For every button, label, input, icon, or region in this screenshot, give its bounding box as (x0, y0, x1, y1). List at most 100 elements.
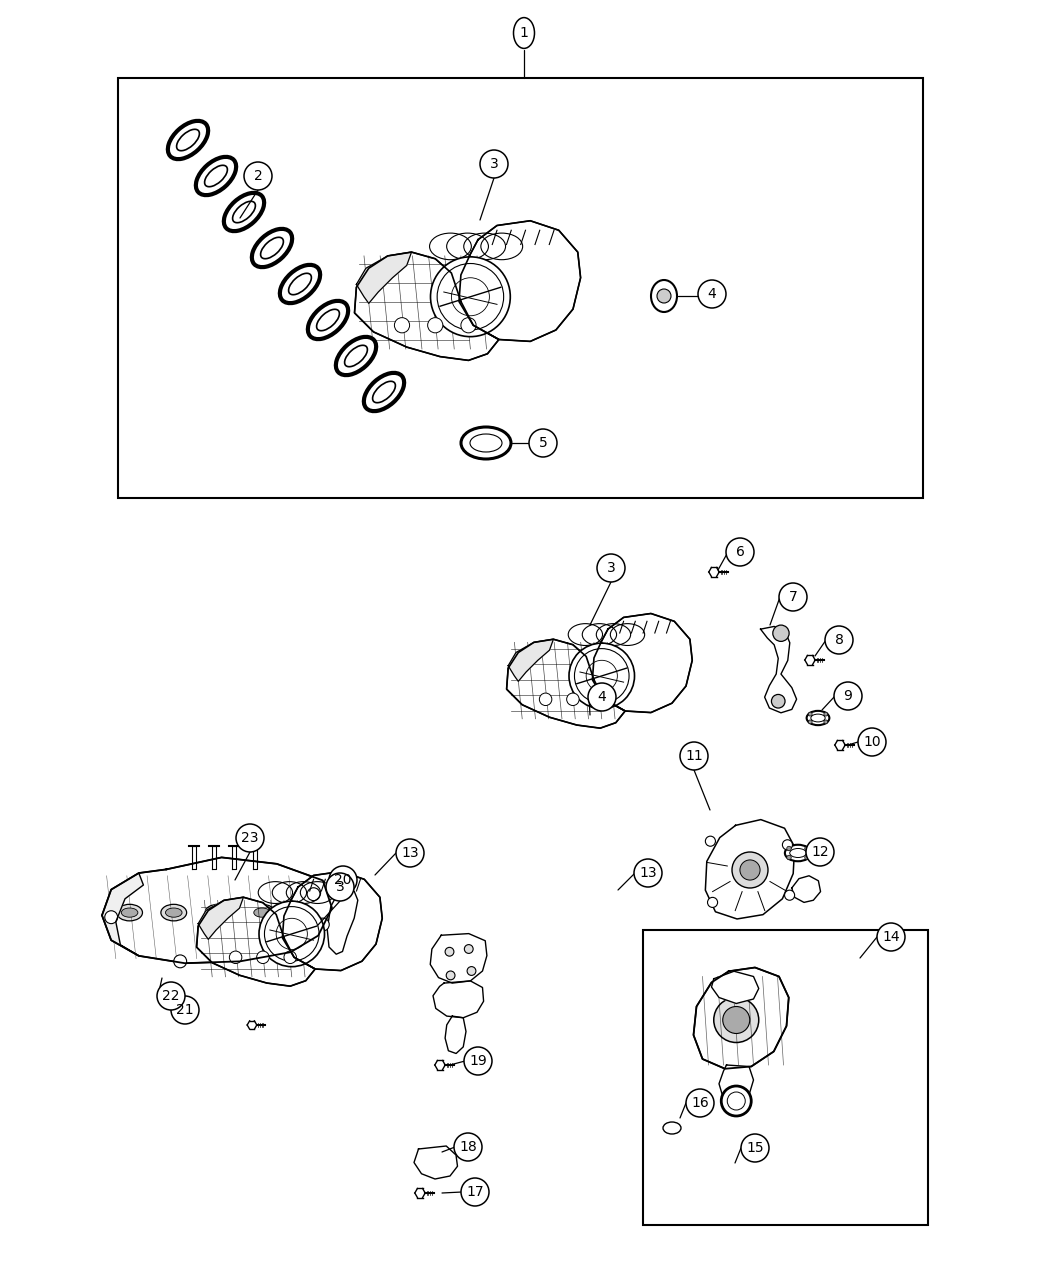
Circle shape (786, 856, 792, 859)
Circle shape (740, 859, 760, 880)
Polygon shape (102, 857, 332, 963)
Circle shape (680, 742, 708, 770)
Circle shape (634, 859, 662, 887)
Circle shape (569, 643, 634, 709)
Circle shape (726, 538, 754, 566)
Text: 4: 4 (708, 287, 716, 301)
Circle shape (427, 317, 443, 333)
Circle shape (430, 256, 510, 337)
Ellipse shape (224, 193, 265, 231)
Ellipse shape (196, 157, 236, 195)
Circle shape (173, 955, 187, 968)
Bar (643, 929, 928, 1225)
Ellipse shape (663, 1122, 681, 1133)
Circle shape (772, 695, 785, 708)
Text: 2: 2 (254, 170, 262, 184)
Ellipse shape (252, 230, 292, 268)
Circle shape (464, 945, 474, 954)
Ellipse shape (233, 201, 255, 223)
Text: 22: 22 (163, 989, 180, 1003)
Text: 19: 19 (469, 1054, 487, 1068)
Polygon shape (433, 980, 484, 1017)
Text: 1: 1 (520, 26, 528, 40)
Circle shape (529, 428, 557, 456)
Circle shape (804, 847, 810, 850)
Circle shape (808, 713, 812, 717)
Circle shape (698, 280, 726, 309)
Circle shape (706, 836, 715, 847)
Circle shape (540, 694, 552, 705)
Circle shape (284, 951, 296, 964)
Ellipse shape (289, 273, 312, 295)
Circle shape (480, 150, 508, 178)
Circle shape (657, 289, 671, 303)
Text: 11: 11 (685, 748, 702, 762)
Ellipse shape (308, 301, 349, 339)
Circle shape (824, 720, 827, 724)
Ellipse shape (317, 310, 339, 330)
Circle shape (259, 901, 324, 966)
Polygon shape (712, 972, 759, 1003)
Ellipse shape (168, 121, 208, 159)
Text: 6: 6 (736, 544, 744, 558)
Circle shape (446, 972, 455, 979)
Text: 16: 16 (691, 1096, 709, 1111)
Ellipse shape (373, 381, 396, 403)
Circle shape (256, 951, 269, 964)
Circle shape (594, 694, 607, 705)
Polygon shape (445, 1016, 466, 1053)
Ellipse shape (254, 908, 270, 917)
Circle shape (464, 1047, 492, 1075)
Circle shape (741, 1133, 769, 1162)
Polygon shape (459, 221, 581, 342)
Polygon shape (506, 639, 625, 728)
Circle shape (567, 694, 580, 705)
Text: 8: 8 (835, 632, 843, 646)
Circle shape (806, 838, 834, 866)
Text: 13: 13 (401, 847, 419, 861)
Ellipse shape (176, 129, 200, 150)
Text: 3: 3 (489, 157, 499, 171)
Polygon shape (430, 933, 487, 983)
Ellipse shape (336, 337, 376, 375)
Circle shape (279, 950, 293, 963)
Ellipse shape (651, 280, 677, 312)
Circle shape (808, 720, 812, 724)
Ellipse shape (161, 904, 187, 921)
Text: 17: 17 (466, 1184, 484, 1198)
Circle shape (779, 583, 807, 611)
Circle shape (229, 951, 242, 964)
Circle shape (784, 890, 795, 900)
Text: 3: 3 (336, 880, 344, 894)
Circle shape (877, 923, 905, 951)
Circle shape (732, 852, 768, 887)
Text: 14: 14 (882, 929, 900, 944)
Circle shape (721, 1086, 751, 1116)
Circle shape (326, 873, 354, 901)
Circle shape (308, 887, 320, 900)
Polygon shape (328, 889, 358, 954)
Ellipse shape (806, 711, 830, 725)
Polygon shape (792, 876, 820, 903)
Ellipse shape (205, 904, 231, 921)
Polygon shape (282, 872, 382, 970)
Text: 20: 20 (334, 873, 352, 887)
Circle shape (461, 1178, 489, 1206)
Circle shape (825, 626, 853, 654)
Circle shape (786, 847, 792, 850)
Ellipse shape (785, 845, 811, 861)
Circle shape (316, 918, 330, 931)
Polygon shape (414, 1146, 458, 1179)
Circle shape (782, 840, 793, 850)
Polygon shape (355, 252, 499, 361)
Polygon shape (196, 898, 315, 986)
Circle shape (396, 839, 424, 867)
Ellipse shape (461, 427, 511, 459)
Polygon shape (706, 820, 795, 919)
Text: 5: 5 (539, 436, 547, 450)
Ellipse shape (210, 908, 226, 917)
Circle shape (597, 555, 625, 581)
Bar (118, 78, 923, 499)
Circle shape (804, 856, 810, 859)
Polygon shape (102, 873, 144, 956)
